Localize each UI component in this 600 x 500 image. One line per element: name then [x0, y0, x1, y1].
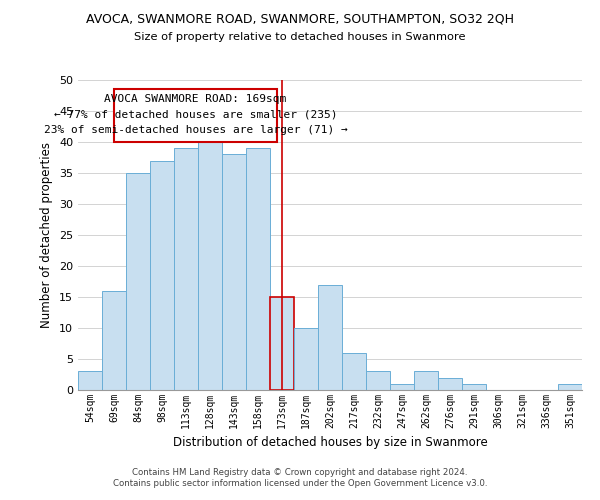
Bar: [438, 378, 462, 390]
Text: ← 77% of detached houses are smaller (235): ← 77% of detached houses are smaller (23…: [54, 110, 337, 120]
Text: Size of property relative to detached houses in Swanmore: Size of property relative to detached ho…: [134, 32, 466, 42]
Bar: [558, 384, 582, 390]
Bar: [150, 160, 174, 390]
Bar: [390, 384, 414, 390]
Text: AVOCA SWANMORE ROAD: 169sqm: AVOCA SWANMORE ROAD: 169sqm: [104, 94, 287, 104]
FancyBboxPatch shape: [114, 90, 277, 142]
Bar: [126, 173, 150, 390]
Bar: [78, 372, 102, 390]
Bar: [366, 372, 390, 390]
Bar: [270, 297, 294, 390]
Bar: [462, 384, 486, 390]
Text: AVOCA, SWANMORE ROAD, SWANMORE, SOUTHAMPTON, SO32 2QH: AVOCA, SWANMORE ROAD, SWANMORE, SOUTHAMP…: [86, 12, 514, 26]
Bar: [318, 284, 342, 390]
Bar: [246, 148, 270, 390]
X-axis label: Distribution of detached houses by size in Swanmore: Distribution of detached houses by size …: [173, 436, 487, 450]
Bar: [102, 291, 126, 390]
Bar: [294, 328, 318, 390]
Bar: [414, 372, 438, 390]
Bar: [198, 136, 222, 390]
Bar: [174, 148, 198, 390]
Text: 23% of semi-detached houses are larger (71) →: 23% of semi-detached houses are larger (…: [44, 126, 347, 136]
Y-axis label: Number of detached properties: Number of detached properties: [40, 142, 53, 328]
Bar: [222, 154, 246, 390]
Text: Contains HM Land Registry data © Crown copyright and database right 2024.
Contai: Contains HM Land Registry data © Crown c…: [113, 468, 487, 487]
Bar: [342, 353, 366, 390]
